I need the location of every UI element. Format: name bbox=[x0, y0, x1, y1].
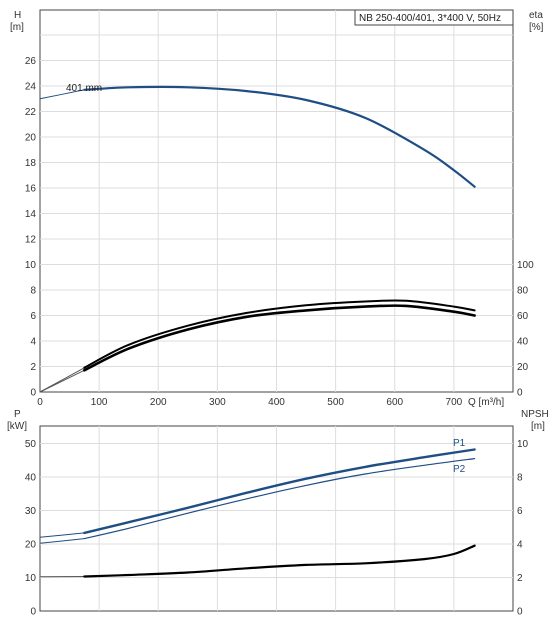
eta-tick-label: 60 bbox=[517, 311, 529, 322]
npsh-tick-label: 10 bbox=[517, 439, 529, 450]
head-tick-label: 4 bbox=[30, 337, 36, 348]
npsh-axis-label: NPSH bbox=[521, 409, 549, 420]
chart-title: NB 250-400/401, 3*400 V, 50Hz bbox=[359, 13, 501, 24]
flow-axis-ticks: 0 100 200 300 400 500 600 700 bbox=[37, 397, 462, 408]
head-tick-label: 22 bbox=[25, 107, 37, 118]
power-p2-curve-extrapolation bbox=[39, 538, 85, 544]
head-axis-unit: [m] bbox=[10, 22, 24, 33]
head-tick-label: 24 bbox=[25, 82, 37, 93]
npsh-tick-label: 8 bbox=[517, 473, 523, 484]
head-curve bbox=[83, 85, 476, 188]
power-tick-label: 30 bbox=[25, 506, 37, 517]
eta-tick-label: 0 bbox=[517, 388, 523, 399]
power-npsh-panel: 0 10 20 30 40 50 0 2 4 6 8 10 P [kW] NPSH [m] P1 P… bbox=[7, 409, 549, 618]
flow-tick-label: 100 bbox=[91, 397, 108, 408]
head-curve-extrapolation bbox=[39, 89, 85, 100]
head-tick-label: 18 bbox=[25, 158, 37, 169]
power-tick-label: 10 bbox=[25, 573, 37, 584]
head-tick-label: 16 bbox=[25, 184, 37, 195]
flow-tick-label: 300 bbox=[209, 397, 226, 408]
flow-tick-label: 600 bbox=[386, 397, 403, 408]
head-tick-label: 2 bbox=[30, 362, 36, 373]
eta-tick-label: 100 bbox=[517, 260, 534, 271]
npsh-axis-ticks: 0 2 4 6 8 10 bbox=[517, 439, 529, 618]
power-axis-unit: [kW] bbox=[7, 421, 27, 432]
head-tick-label: 0 bbox=[30, 388, 36, 399]
bottom-gridlines bbox=[40, 426, 513, 611]
head-tick-label: 14 bbox=[25, 209, 37, 220]
flow-tick-label: 0 bbox=[37, 397, 43, 408]
efficiency-curve-lower-extrapolation bbox=[39, 369, 85, 393]
top-gridlines bbox=[40, 10, 513, 392]
power-p1-curve-extrapolation bbox=[39, 532, 85, 538]
npsh-axis-unit: [m] bbox=[531, 421, 545, 432]
head-tick-label: 26 bbox=[25, 56, 37, 67]
power-tick-label: 40 bbox=[25, 473, 37, 484]
power-axis-ticks: 0 10 20 30 40 50 bbox=[25, 439, 37, 618]
p2-series-label: P2 bbox=[453, 464, 466, 475]
flow-tick-label: 700 bbox=[446, 397, 463, 408]
head-axis-label: H bbox=[14, 10, 21, 21]
power-tick-label: 20 bbox=[25, 540, 37, 551]
npsh-tick-label: 2 bbox=[517, 573, 523, 584]
eta-tick-label: 20 bbox=[517, 362, 529, 373]
head-tick-label: 10 bbox=[25, 260, 37, 271]
npsh-curve bbox=[83, 544, 476, 578]
efficiency-curve-upper bbox=[83, 299, 476, 369]
efficiency-curve-lower bbox=[83, 304, 476, 372]
head-tick-label: 6 bbox=[30, 311, 36, 322]
efficiency-axis-label: eta bbox=[529, 10, 543, 21]
power-tick-label: 50 bbox=[25, 439, 37, 450]
efficiency-axis-ticks: 0 20 40 60 80 100 bbox=[517, 260, 534, 399]
power-axis-label: P bbox=[14, 409, 21, 420]
head-tick-label: 20 bbox=[25, 133, 37, 144]
flow-tick-label: 400 bbox=[268, 397, 285, 408]
p1-series-label: P1 bbox=[453, 438, 466, 449]
power-tick-label: 0 bbox=[30, 607, 36, 618]
power-p1-curve bbox=[83, 448, 476, 535]
npsh-tick-label: 0 bbox=[517, 607, 523, 618]
bottom-series-group bbox=[39, 448, 476, 578]
flow-tick-label: 200 bbox=[150, 397, 167, 408]
eta-tick-label: 40 bbox=[517, 337, 529, 348]
npsh-tick-label: 6 bbox=[517, 506, 523, 517]
head-tick-label: 8 bbox=[30, 286, 36, 297]
efficiency-axis-unit: [%] bbox=[529, 22, 544, 33]
head-tick-label: 12 bbox=[25, 235, 37, 246]
npsh-tick-label: 4 bbox=[517, 540, 523, 551]
top-series-group bbox=[39, 85, 476, 393]
power-p2-curve bbox=[83, 458, 476, 540]
impeller-diameter-label: 401 mm bbox=[66, 83, 102, 94]
flow-tick-label: 500 bbox=[327, 397, 344, 408]
title-box bbox=[354, 9, 514, 26]
eta-tick-label: 80 bbox=[517, 286, 529, 297]
flow-axis-label: Q [m³/h] bbox=[468, 397, 504, 408]
